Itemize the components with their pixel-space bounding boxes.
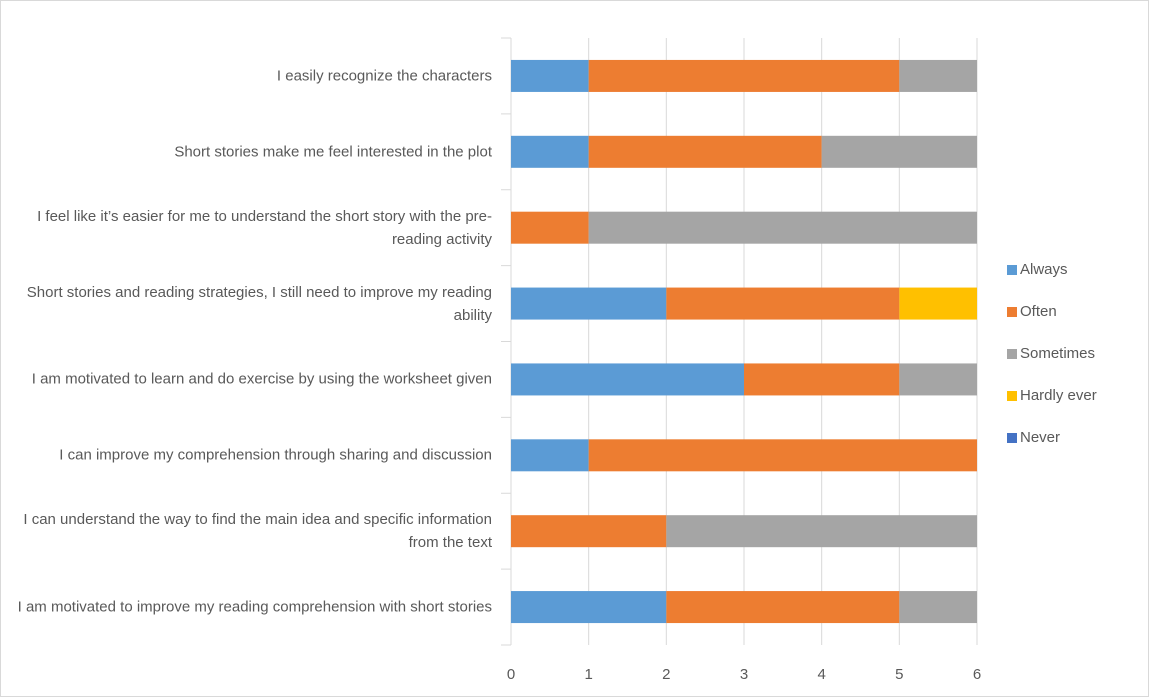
bar-segment <box>899 287 977 320</box>
legend-label: Hardly ever <box>1020 387 1097 404</box>
legend-swatch <box>1007 391 1017 401</box>
bar-segment <box>588 135 822 168</box>
x-tick-label: 6 <box>973 666 981 683</box>
x-tick-label: 4 <box>817 666 825 683</box>
bar-segment <box>511 287 667 320</box>
legend-label: Never <box>1020 429 1060 446</box>
bar-segment <box>588 439 977 472</box>
x-tick-label: 0 <box>507 666 515 683</box>
y-tick-label: I am motivated to improve my reading com… <box>17 598 492 616</box>
bar-segment <box>744 363 900 396</box>
bar-segment <box>511 591 667 624</box>
y-tick-label: I easily recognize the characters <box>276 67 492 85</box>
bar-segment <box>511 439 589 472</box>
legend-swatch <box>1007 265 1017 275</box>
x-tick-label: 2 <box>662 666 670 683</box>
bar-segment <box>511 135 589 168</box>
legend-label: Always <box>1020 261 1068 278</box>
y-tick-label: I can improve my comprehension through s… <box>59 446 492 464</box>
legend-label: Often <box>1020 303 1057 320</box>
legend-swatch <box>1007 307 1017 317</box>
bar-segment <box>899 59 977 92</box>
bar-segment <box>821 135 977 168</box>
y-tick-label: Short stories and reading strategies, I … <box>26 283 492 324</box>
bar-segment <box>899 363 977 396</box>
y-tick-label: Short stories make me feel interested in… <box>174 143 492 161</box>
y-tick-label: I feel like it’s easier for me to unders… <box>37 207 492 248</box>
y-tick-label: I am motivated to learn and do exercise … <box>31 370 492 388</box>
bar-segment <box>899 591 977 624</box>
legend-swatch <box>1007 433 1017 443</box>
x-tick-label: 5 <box>895 666 903 683</box>
bar-segment <box>588 59 900 92</box>
legend-swatch <box>1007 349 1017 359</box>
bar-segment <box>511 211 589 244</box>
bar-segment <box>511 363 744 396</box>
bar-segment <box>511 515 667 548</box>
bar-segment <box>666 515 977 548</box>
bar-segment <box>511 59 589 92</box>
bar-segment <box>588 211 977 244</box>
x-tick-label: 1 <box>584 666 592 683</box>
bar-segment <box>666 591 900 624</box>
bar-segment <box>666 287 900 320</box>
x-tick-label: 3 <box>740 666 748 683</box>
legend-label: Sometimes <box>1020 345 1095 362</box>
y-tick-label: I can understand the way to find the mai… <box>23 511 492 552</box>
